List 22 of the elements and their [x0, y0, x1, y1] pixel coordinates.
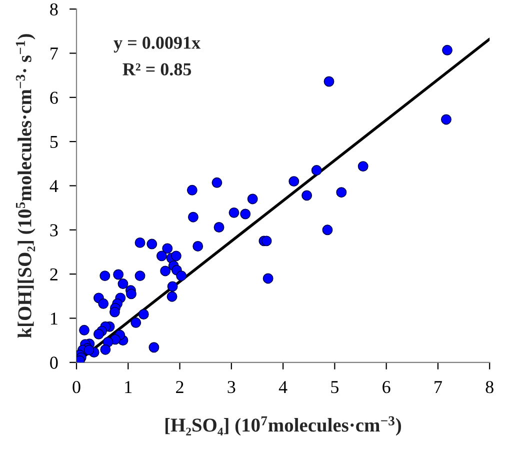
annotation: R² = 0.85	[122, 63, 192, 76]
annotation: y = 0.0091x	[114, 36, 200, 53]
y-tick-label: 1	[51, 312, 58, 324]
x-tick-label: 4	[278, 381, 288, 393]
x-tick-label: 2	[176, 381, 184, 393]
x-axis-title: [H₂SO₄] (10$^{7}$molecules·cm$^{−3}$)	[165, 416, 402, 436]
y-tick-label: 3	[50, 224, 58, 236]
x-tick-label: 6	[382, 381, 390, 394]
x-tick-label: 3	[228, 381, 236, 394]
x-tick-label: 1	[125, 381, 132, 393]
y-tick-label: 5	[50, 136, 58, 148]
x-tick-label: 0	[72, 380, 80, 394]
y-tick-label: 2	[50, 268, 58, 280]
y-tick-label: 7	[50, 48, 58, 60]
y-tick-label: 6	[50, 92, 58, 104]
y-axis-title: k[OH][SO₂] (10$^{5}$molecules·cm$^{−3}$· s$^{−1}$)	[16, 34, 36, 338]
x-tick-label: 7	[434, 381, 442, 393]
y-tick-label: 0	[50, 356, 58, 369]
y-tick-label: 8	[50, 3, 58, 16]
x-tick-label: 8	[486, 380, 494, 394]
x-tick-label: 5	[331, 381, 338, 394]
y-tick-label: 4	[50, 180, 58, 192]
